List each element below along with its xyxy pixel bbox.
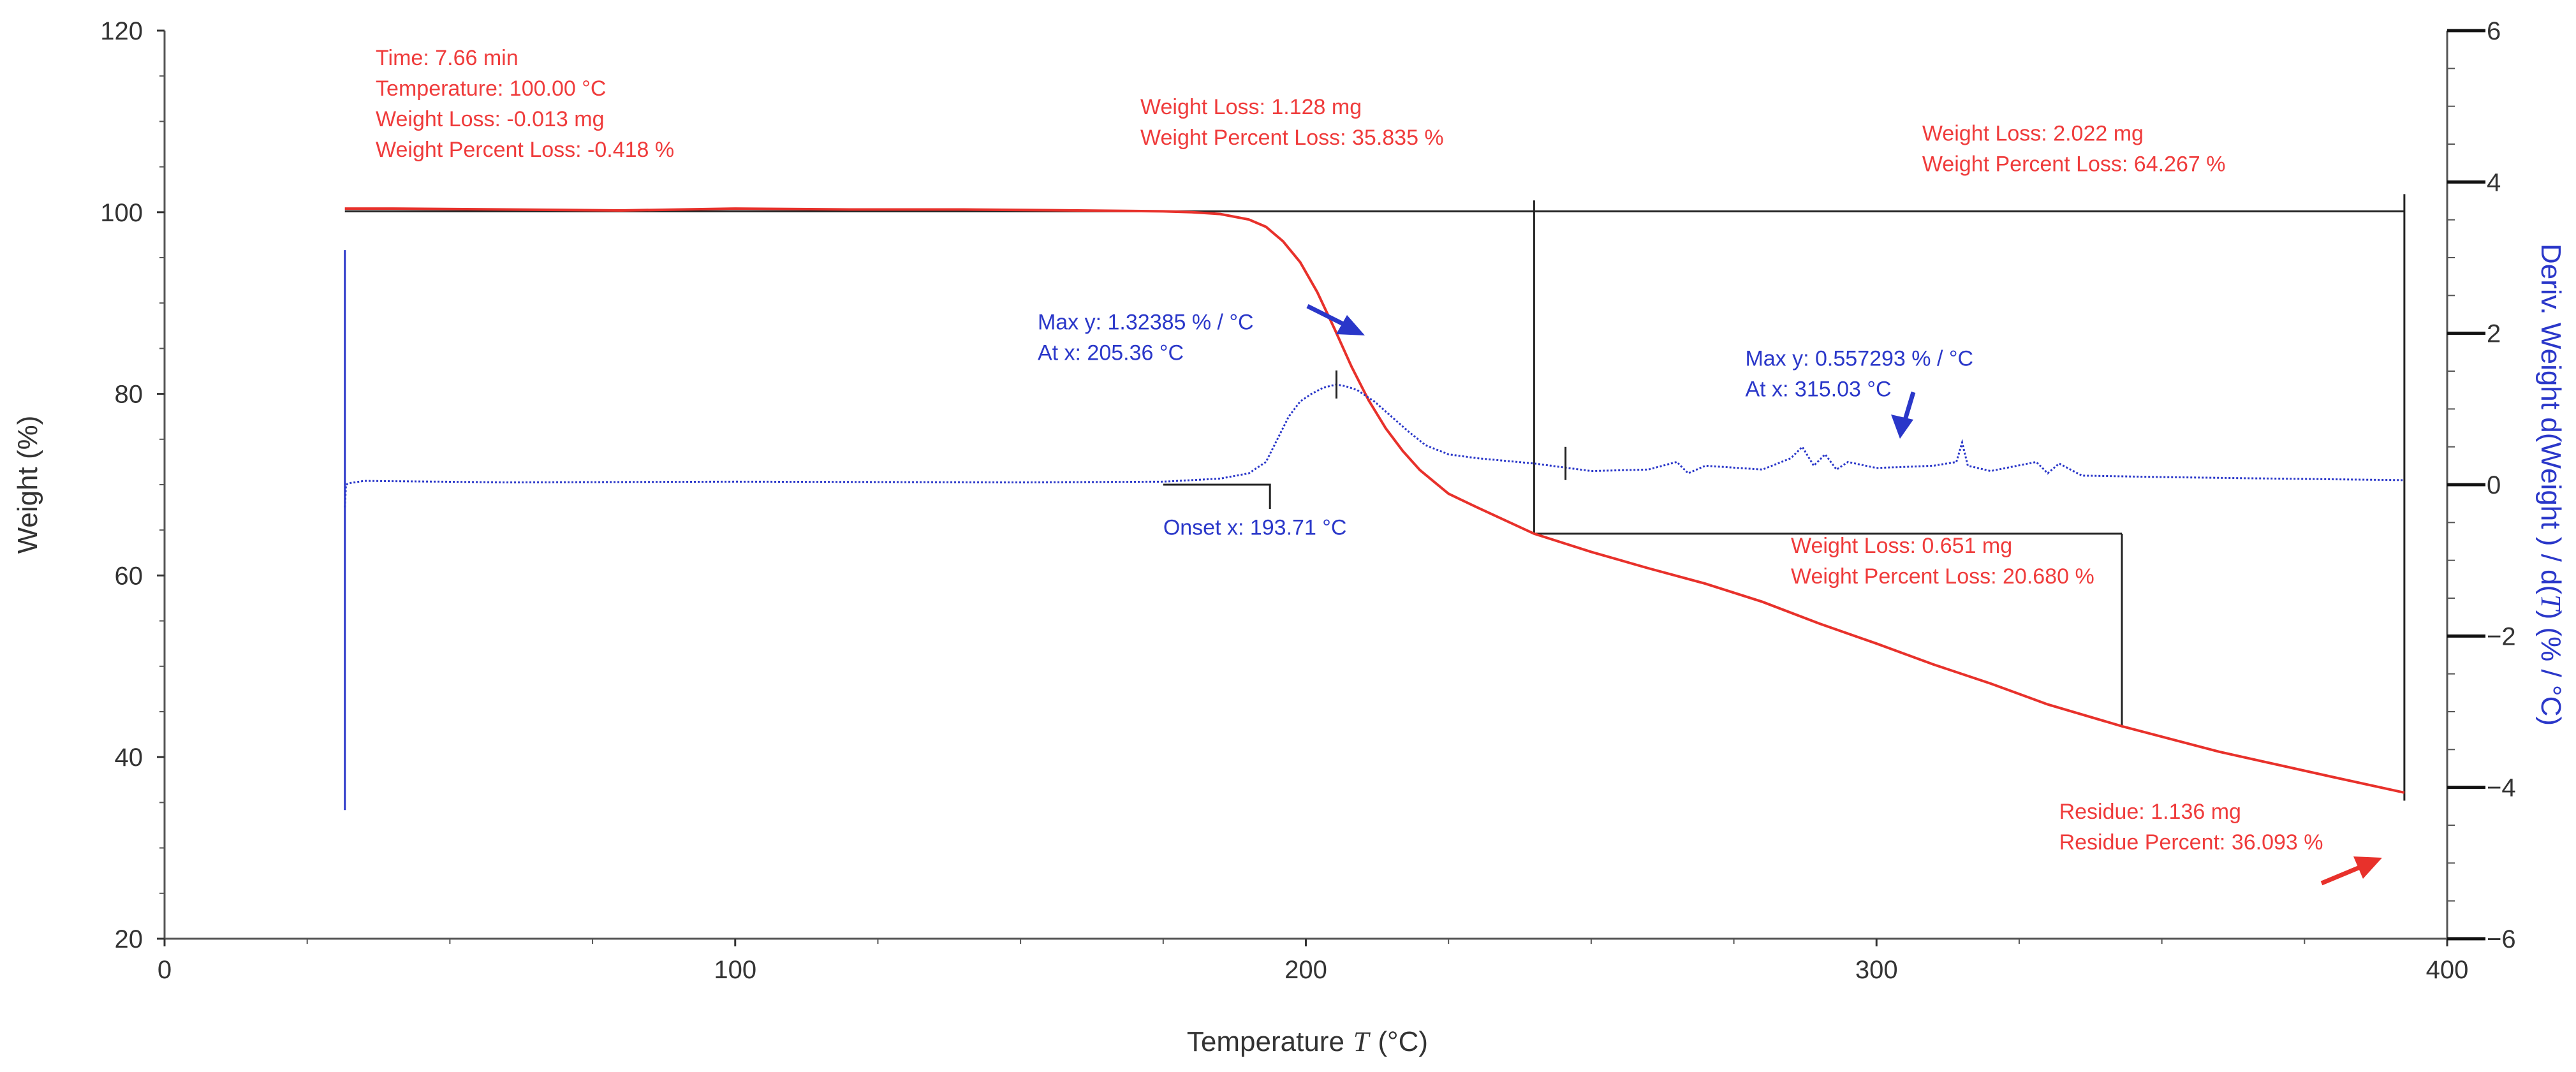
y2-tick-label: 4 [2487,168,2501,196]
y2-tick-label: 2 [2487,320,2501,348]
x-tick-label: 100 [714,956,756,984]
annotation-line: Max y: 0.557293 % / °C [1745,346,1973,371]
annotation-total-loss: Weight Loss: 2.022 mg Weight Percent Los… [1922,121,2226,176]
annotation-line: Weight Percent Loss: 64.267 % [1922,152,2226,176]
y-tick-label: 80 [115,381,144,409]
y-tick-label: 40 [115,744,144,772]
y-tick-label: 120 [100,17,143,45]
y-axis-ticks: 20 40 60 80 100 120 [100,17,165,953]
y-tick-label: 20 [115,925,144,953]
annotation-peak2: Max y: 0.557293 % / °C At x: 315.03 °C [1745,346,1973,401]
x-minor-ticks [306,939,2306,944]
analysis-lines [344,194,2406,811]
annotation-line: Time: 7.66 min [376,46,519,70]
annotation-line: Weight Loss: 2.022 mg [1922,121,2144,145]
annotation-line: Weight Percent Loss: 35.835 % [1140,126,1444,150]
annotation-time-temp: Time: 7.66 min Temperature: 100.00 °C We… [376,46,674,162]
deriv-weight-curve [344,383,2404,508]
y2-tick-label: −2 [2487,622,2516,650]
annotation-line: Max y: 1.32385 % / °C [1038,310,1254,334]
x-axis-title: Temperature T (°C) [1187,1026,1428,1057]
annotation-line: Residue Percent: 36.093 % [2059,830,2323,855]
blue-arrow [1306,304,1365,335]
x-axis-ticks: 0 100 200 300 400 [158,939,2469,984]
annotation-line: Weight Loss: 0.651 mg [1791,534,2012,558]
y2-tick-label: −4 [2487,774,2516,802]
onset-tangent [1163,483,1271,509]
annotation-line: Weight Percent Loss: 20.680 % [1791,564,2094,589]
annotation-peak1: Max y: 1.32385 % / °C At x: 205.36 °C [1038,310,1254,365]
y-tick-label: 100 [100,199,143,227]
annotation-line: Temperature: 100.00 °C [376,77,606,101]
y2-tick-label: 0 [2487,471,2501,499]
x-tick-label: 200 [1284,956,1327,984]
annotation-line: At x: 315.03 °C [1745,377,1891,401]
x-tick-label: 0 [158,956,172,984]
annotation-line: Onset x: 193.71 °C [1163,515,1347,540]
y-axis-title: Weight (%) [12,416,43,554]
y2-minor-ticks [2447,68,2455,902]
blue-arrow [1891,391,1916,439]
annotation-onset: Onset x: 193.71 °C [1163,515,1347,540]
annotation-step1-loss: Weight Loss: 1.128 mg Weight Percent Los… [1140,95,1444,150]
annotation-line: Weight Percent Loss: -0.418 % [376,138,674,162]
y-minor-ticks [159,75,165,894]
y2-tick-label: 6 [2487,17,2501,45]
weight-curve [344,207,2405,794]
annotation-step2-loss: Weight Loss: 0.651 mg Weight Percent Los… [1791,534,2094,589]
annotation-line: Residue: 1.136 mg [2059,800,2241,824]
annotation-line: Weight Loss: -0.013 mg [376,107,604,131]
y2-tick-label: −6 [2487,925,2516,953]
y-tick-label: 60 [115,562,144,590]
x-tick-label: 300 [1855,956,1898,984]
y2-axis-ticks: −6 −4 −2 0 2 4 6 [2447,17,2516,953]
red-arrow [2320,856,2382,886]
y2-axis-title: Deriv. Weight d(Weight ) / d(T) (% / °C) [2535,244,2566,726]
annotation-line: At x: 205.36 °C [1038,341,1184,365]
x-tick-label: 400 [2426,956,2469,984]
annotation-line: Weight Loss: 1.128 mg [1140,95,1362,119]
annotation-residue: Residue: 1.136 mg Residue Percent: 36.09… [2059,800,2323,855]
